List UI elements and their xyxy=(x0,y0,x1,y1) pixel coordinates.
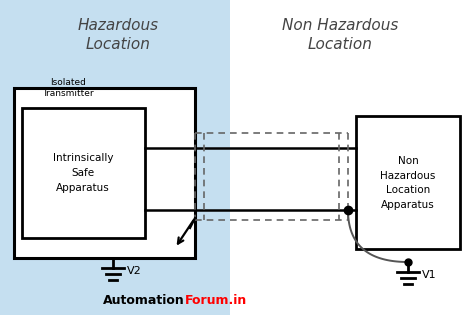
Text: Automation: Automation xyxy=(103,294,185,306)
Bar xyxy=(0,0,230,315)
Text: Forum.in: Forum.in xyxy=(185,294,247,306)
Text: Non
Hazardous
Location
Apparatus: Non Hazardous Location Apparatus xyxy=(380,156,436,210)
Text: Non Hazardous
Location: Non Hazardous Location xyxy=(282,18,398,52)
Text: Isolated
Transmitter: Isolated Transmitter xyxy=(42,78,94,98)
Text: Intrinsically
Safe
Apparatus: Intrinsically Safe Apparatus xyxy=(53,153,113,193)
Bar xyxy=(14,88,195,258)
Text: Hazardous
Location: Hazardous Location xyxy=(77,18,159,52)
Bar xyxy=(22,108,145,238)
Text: V2: V2 xyxy=(127,266,142,276)
Text: V1: V1 xyxy=(422,270,437,280)
Bar xyxy=(356,116,460,249)
